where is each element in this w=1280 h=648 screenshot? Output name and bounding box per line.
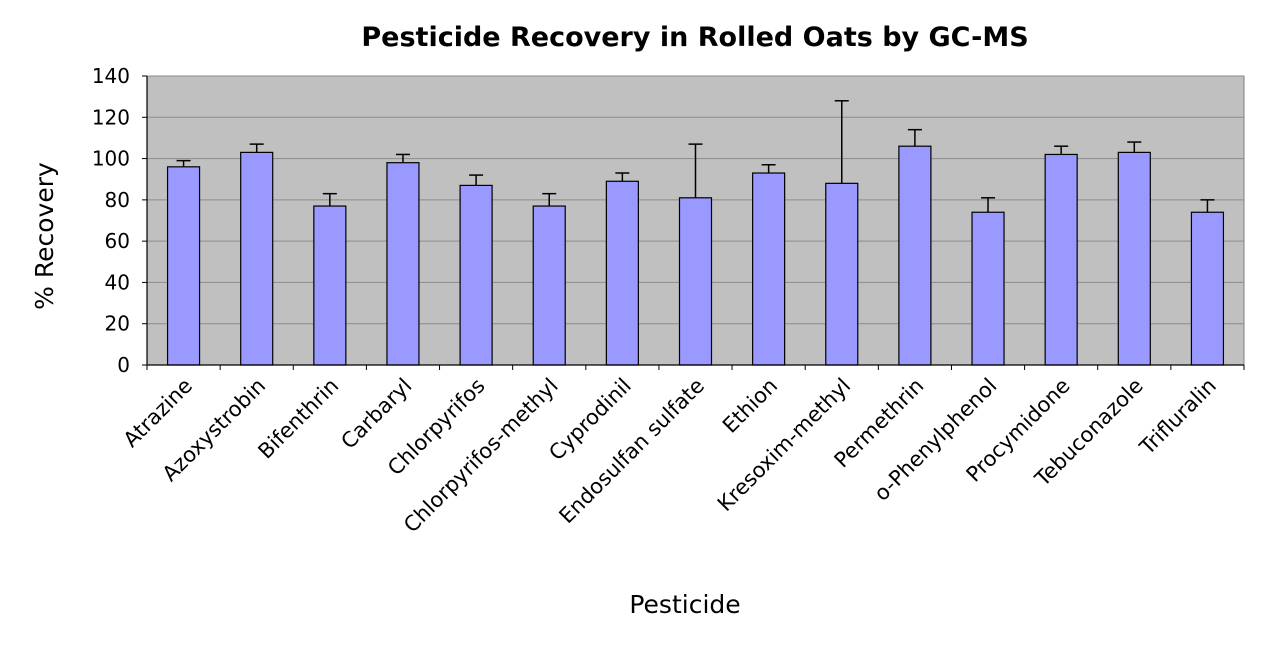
bar	[240, 151, 274, 366]
bar	[1117, 151, 1151, 366]
bar	[386, 162, 420, 366]
bar	[313, 205, 347, 366]
bars	[166, 145, 1225, 366]
bar	[459, 184, 493, 366]
y-tick-label: 60	[105, 229, 130, 253]
chart-title: Pesticide Recovery in Rolled Oats by GC-…	[361, 22, 1028, 53]
bar	[971, 211, 1005, 366]
x-tick-label: Endosulfan sulfate	[554, 374, 709, 529]
y-tick-label: 120	[92, 105, 130, 129]
bar	[1044, 153, 1078, 366]
bar	[825, 182, 859, 366]
x-tick-labels: AtrazineAzoxystrobinBifenthrinCarbarylCh…	[119, 374, 1221, 538]
y-tick-label: 40	[105, 270, 130, 294]
bar	[605, 180, 639, 366]
axes	[142, 75, 1245, 370]
x-tick-label: Trifluralin	[1135, 374, 1221, 460]
y-axis-label: % Recovery	[30, 162, 59, 310]
bar	[898, 145, 932, 366]
x-tick-label: Kresoxim-methyl	[713, 374, 855, 516]
bar	[678, 197, 713, 366]
error-bars	[176, 100, 1215, 213]
y-tick-label: 80	[105, 188, 130, 212]
bar	[532, 205, 566, 366]
x-tick-label: o-Phenylphenol	[869, 374, 1001, 506]
y-tick-label: 20	[105, 312, 130, 336]
bar	[1190, 211, 1225, 366]
x-tick-label: Ethion	[718, 374, 782, 438]
x-axis-label: Pesticide	[629, 590, 740, 619]
x-tick-label: Bifenthrin	[253, 374, 343, 464]
bar	[166, 166, 201, 366]
y-tick-label: 140	[92, 64, 130, 88]
y-tick-label: 100	[92, 147, 130, 171]
y-tick-label: 0	[117, 353, 130, 377]
y-tick-labels: 0 20 40 60 80 100 120 140	[92, 64, 130, 377]
bar	[752, 172, 786, 366]
